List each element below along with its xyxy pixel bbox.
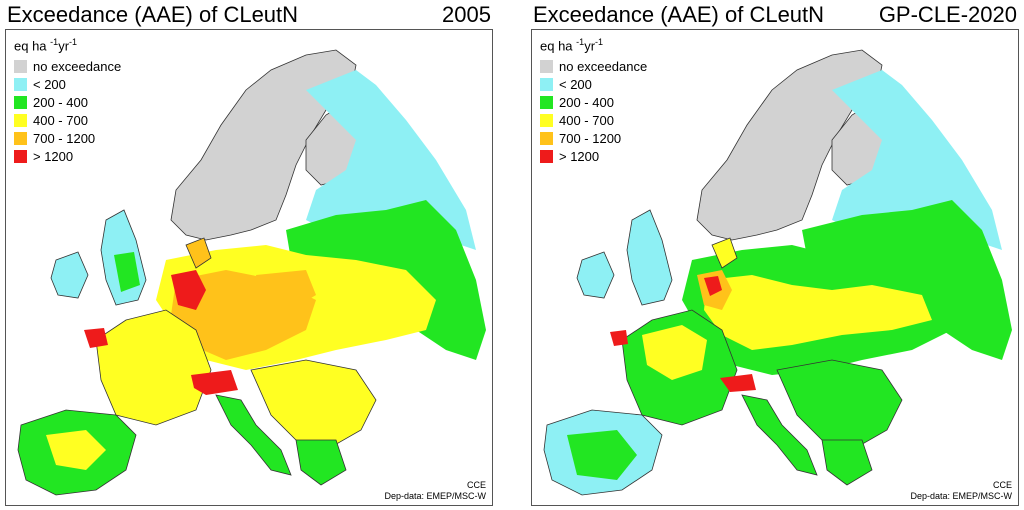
east-europe-low xyxy=(306,70,476,250)
legend-item-700-1200: 700 - 1200 xyxy=(540,129,647,147)
legend-swatch xyxy=(14,77,27,91)
britain-region xyxy=(626,209,673,306)
legend-item-gt1200: > 1200 xyxy=(14,147,121,165)
balkans-region xyxy=(776,359,903,451)
france-yellow xyxy=(642,325,707,380)
brittany-red xyxy=(84,328,108,348)
central-europe-yellow xyxy=(704,275,932,350)
balkans-region xyxy=(250,359,377,451)
east-europe-low xyxy=(832,70,1002,250)
legend-unit: eq ha -1yr-1 xyxy=(14,37,78,54)
legend-swatch xyxy=(540,149,553,163)
legend-swatch xyxy=(540,131,553,145)
panel-header: Exceedance (AAE) of CLeutN GP-CLE-2020 xyxy=(529,2,1021,28)
legend-item-200-400: 200 - 400 xyxy=(14,93,121,111)
italy-region xyxy=(741,394,818,476)
credit-data: Dep-data: EMEP/MSC-W xyxy=(384,491,486,501)
legend-item-200-400: 200 - 400 xyxy=(540,93,647,111)
scenario-label: GP-CLE-2020 xyxy=(878,2,1017,27)
greece-region xyxy=(821,439,873,486)
legend-item-400-700: 400 - 700 xyxy=(540,111,647,129)
poland-orange xyxy=(256,270,316,310)
legend-swatch xyxy=(540,95,553,109)
legend-item-gt1200: > 1200 xyxy=(540,147,647,165)
scenario-label: 2005 xyxy=(442,2,491,27)
credit-org: CCE xyxy=(992,480,1012,490)
legend-swatch xyxy=(14,113,27,127)
legend-unit: eq ha -1yr-1 xyxy=(540,37,604,54)
legend-swatch xyxy=(540,59,553,73)
map-title: Exceedance (AAE) of CLeutN xyxy=(7,2,299,27)
panel-header: Exceedance (AAE) of CLeutN 2005 xyxy=(3,2,495,28)
po-valley-red xyxy=(720,374,756,392)
britain-green xyxy=(114,252,140,292)
iberia-yellow xyxy=(46,430,106,470)
legend-item-no-exceedance: no exceedance xyxy=(540,57,647,75)
map-title: Exceedance (AAE) of CLeutN xyxy=(533,2,825,27)
legend-item-lt200: < 200 xyxy=(14,75,121,93)
legend-swatch xyxy=(14,149,27,163)
po-valley-red xyxy=(191,370,238,395)
legend-item-700-1200: 700 - 1200 xyxy=(14,129,121,147)
legend-swatch xyxy=(14,131,27,145)
italy-region xyxy=(215,394,292,476)
legend-swatch xyxy=(540,77,553,91)
ireland-region xyxy=(50,251,89,299)
denmark-region xyxy=(711,237,738,269)
legend: eq ha -1yr-1 no exceedance < 200 200 - 4… xyxy=(540,34,647,165)
greece-region xyxy=(295,439,347,486)
map-panel-gp-cle-2020: Exceedance (AAE) of CLeutN GP-CLE-2020 xyxy=(529,0,1021,510)
legend-swatch xyxy=(14,59,27,73)
benelux-red xyxy=(171,270,206,310)
brittany-red xyxy=(610,330,628,346)
legend-item-lt200: < 200 xyxy=(540,75,647,93)
ireland-region xyxy=(576,251,615,299)
credit-data: Dep-data: EMEP/MSC-W xyxy=(910,491,1012,501)
exceedance-map xyxy=(543,49,1012,496)
data-credit: CCE Dep-data: EMEP/MSC-W xyxy=(910,480,1012,502)
map-frame: eq ha -1yr-1 no exceedance < 200 200 - 4… xyxy=(531,29,1019,506)
credit-org: CCE xyxy=(466,480,486,490)
legend-swatch xyxy=(540,113,553,127)
map-panel-2005: Exceedance (AAE) of CLeutN 2005 xyxy=(3,0,495,510)
map-frame: eq ha -1yr-1 no exceedance < 200 200 - 4… xyxy=(5,29,493,506)
denmark-region xyxy=(185,237,212,269)
iberia-green xyxy=(567,430,637,480)
legend: eq ha -1yr-1 no exceedance < 200 200 - 4… xyxy=(14,34,121,165)
exceedance-map xyxy=(17,49,486,496)
legend-swatch xyxy=(14,95,27,109)
legend-item-400-700: 400 - 700 xyxy=(14,111,121,129)
legend-item-no-exceedance: no exceedance xyxy=(14,57,121,75)
data-credit: CCE Dep-data: EMEP/MSC-W xyxy=(384,480,486,502)
benelux-red xyxy=(704,276,722,296)
